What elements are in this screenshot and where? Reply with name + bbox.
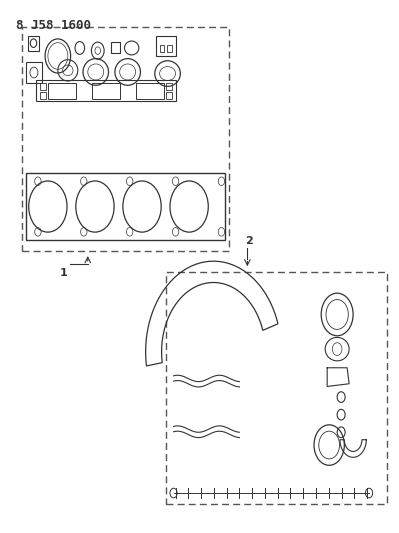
Bar bbox=[26, 62, 42, 83]
Bar bbox=[136, 83, 164, 99]
Bar bbox=[166, 272, 387, 504]
Bar bbox=[22, 27, 229, 251]
Bar bbox=[167, 45, 172, 52]
Bar bbox=[160, 45, 164, 52]
Bar bbox=[166, 83, 172, 90]
Bar bbox=[26, 173, 225, 240]
Bar bbox=[48, 83, 76, 99]
Bar bbox=[36, 80, 176, 101]
Text: 1: 1 bbox=[60, 268, 68, 278]
Bar bbox=[92, 83, 120, 99]
Bar bbox=[40, 92, 46, 99]
Bar bbox=[40, 83, 46, 90]
Bar bbox=[28, 36, 39, 51]
Bar bbox=[111, 42, 120, 53]
Bar bbox=[156, 36, 176, 56]
Bar bbox=[166, 92, 172, 99]
Text: 2: 2 bbox=[245, 236, 253, 246]
Text: 8 J58 1600: 8 J58 1600 bbox=[16, 19, 91, 31]
